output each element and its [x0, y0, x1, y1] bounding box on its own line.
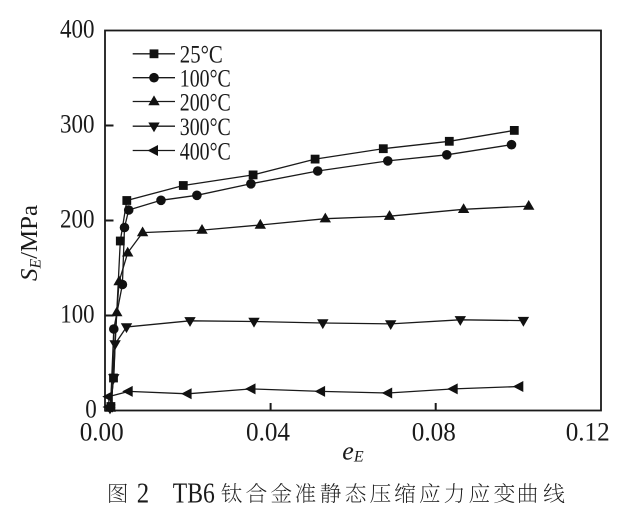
svg-text:TB6: TB6: [173, 477, 215, 509]
svg-text:200: 200: [60, 205, 95, 234]
svg-text:300: 300: [60, 110, 95, 139]
svg-text:0.04: 0.04: [246, 418, 290, 447]
svg-text:400°C: 400°C: [180, 138, 231, 165]
svg-text:0.00: 0.00: [80, 418, 124, 447]
svg-text:0: 0: [85, 395, 97, 424]
svg-text:300°C: 300°C: [180, 114, 231, 141]
svg-text:0.12: 0.12: [566, 418, 610, 447]
svg-text:100°C: 100°C: [180, 66, 231, 93]
svg-text:400: 400: [60, 15, 95, 44]
svg-text:SE/MPa: SE/MPa: [16, 205, 45, 281]
svg-text:200°C: 200°C: [180, 89, 231, 116]
svg-text:100: 100: [60, 300, 94, 329]
svg-text:25°C: 25°C: [180, 42, 223, 69]
svg-text:2: 2: [137, 477, 149, 509]
svg-text:0.08: 0.08: [412, 418, 456, 447]
